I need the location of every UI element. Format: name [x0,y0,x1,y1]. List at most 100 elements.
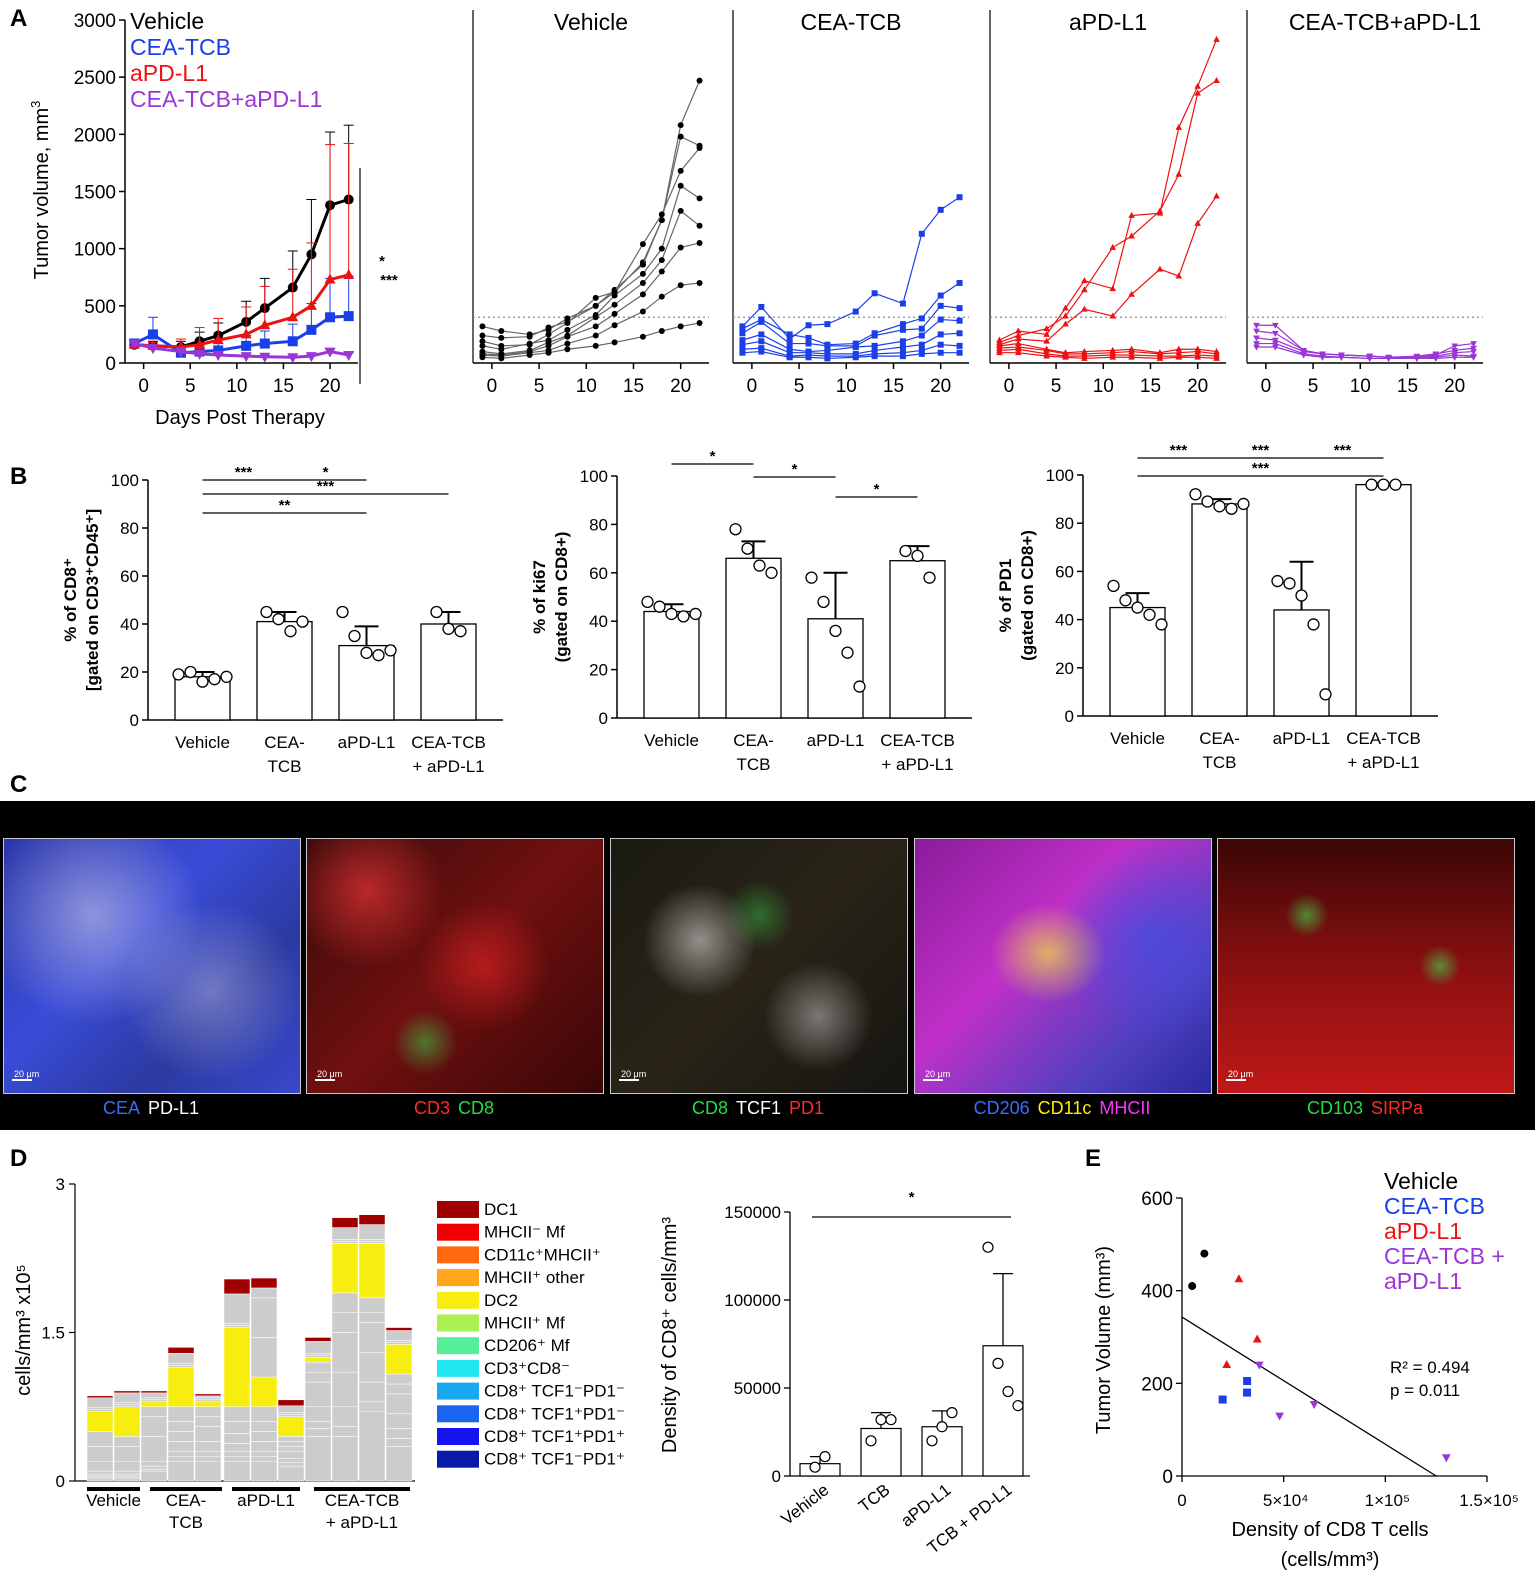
data-point [1015,327,1022,334]
scatter-point [1243,1377,1252,1386]
bar [921,1426,963,1477]
data-point [739,346,746,353]
data-point [1002,1385,1014,1398]
x-tick-label: 0 [1177,1491,1186,1510]
sig-mark: ** [279,497,291,514]
data-point [1253,328,1260,335]
data-point [1295,589,1308,602]
stack-segment [223,1443,251,1452]
stack-segment [304,1357,332,1363]
data-point [324,347,336,358]
data-point [758,338,765,345]
data-point [946,1407,958,1419]
data-point [592,332,599,339]
a-legend-3: CEA-TCB+aPD-L1 [130,86,322,112]
data-point [1194,353,1201,360]
mouse-line [1256,330,1474,358]
data-point [677,323,684,330]
panel-c-microscopy: 20 μm CEA PD-L1 20 μm CD3 CD8 20 μm CD8 TCF1 PD1 2… [0,801,1535,1130]
stack-segment [167,1366,195,1408]
stack-segment [194,1397,222,1401]
scale-bar-label: 20 μm [1228,1069,1254,1079]
stack-segment [140,1460,168,1467]
data-point [1272,322,1279,329]
data-point [639,241,646,248]
data-point [259,352,271,363]
x-tick-label: 20 [319,376,340,397]
data-point [805,322,812,329]
data-point [1253,344,1260,351]
stack-segment [86,1470,114,1475]
panel-label-a: A [10,5,27,32]
x-tick-label: 10 [226,376,247,397]
data-point [1283,577,1296,590]
data-point [1213,354,1220,361]
stack-segment [167,1362,195,1366]
data-point [305,299,317,310]
data-point [641,595,654,608]
b-y-label: % of PD1 [996,559,1015,633]
data-point [196,675,209,688]
e-x-axis-label: Density of CD8 T cells [1231,1519,1428,1541]
spaghetti-title-1: CEA-TCB [801,9,902,35]
x-tick-label: 5×10⁴ [1263,1491,1309,1510]
mouse-line [482,242,700,356]
stack-segment [250,1456,278,1462]
data-point [899,353,906,360]
data-point [1175,349,1183,356]
sig-mark: *** [1334,442,1352,459]
data-point [739,325,746,332]
b-group-label: TCB [737,755,771,774]
stack-segment [86,1411,114,1432]
data-point [899,343,906,350]
sig-mark: * [874,481,880,498]
group-underline [87,1487,140,1491]
stack-segment [223,1278,251,1295]
data-point [937,341,944,348]
data-point [1389,478,1402,491]
data-point [899,321,906,328]
sig-mark: *** [1170,442,1188,459]
stack-segment [167,1406,195,1422]
data-point [1432,356,1440,363]
data-point [918,325,925,332]
b-group-label: CEA-TCB [1346,729,1421,748]
data-point [677,182,684,189]
data-point [658,257,665,264]
e-legend-4: aPD-L1 [1384,1268,1462,1294]
stack-segment [167,1353,195,1364]
x-tick-label: 0 [1261,376,1272,397]
stack-segment [140,1397,168,1401]
data-point [1470,354,1477,361]
data-point [479,354,486,361]
data-point [259,338,270,349]
stack-segment [331,1332,359,1373]
stack-segment [385,1446,413,1482]
data-point [454,625,467,638]
stain-label: CD8 [691,1098,728,1118]
data-point [677,207,684,214]
data-point [658,293,665,300]
d-group-label: CEA-TCB [325,1491,400,1510]
stack-segment [304,1341,332,1354]
y-tick-label: 100 [1046,466,1074,485]
micrograph-5: 20 μm [1217,838,1515,1094]
stack-segment [331,1243,359,1294]
data-point [1271,574,1284,588]
data-point [871,342,878,349]
data-point [498,327,505,334]
data-point [1155,618,1168,631]
y-tick-label: 20 [589,661,608,680]
data-point [1237,497,1250,511]
data-point [677,167,684,174]
x-tick-label: 5 [185,376,196,397]
stack-segment [223,1456,251,1462]
stack-segment [250,1421,278,1432]
a-legend-1: CEA-TCB [130,34,231,60]
stack-segment [194,1451,222,1457]
data-point [871,290,878,297]
data-point [172,668,185,681]
e-y-axis-label: Tumor Volume (mm³) [1093,1246,1115,1434]
data-point [284,625,297,638]
y-tick-label: 60 [589,564,608,583]
